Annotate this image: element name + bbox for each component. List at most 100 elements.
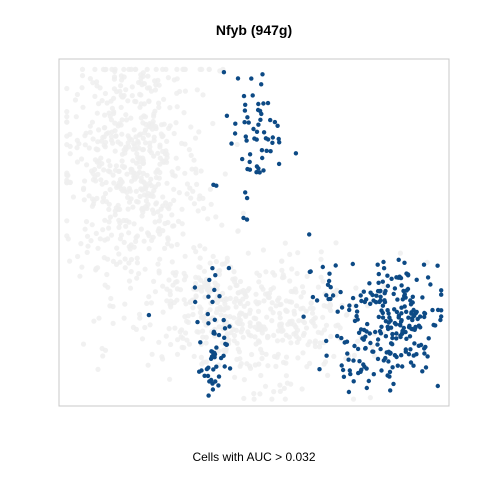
background-cell-point xyxy=(263,269,269,275)
background-cell-point xyxy=(119,117,125,123)
background-cell-point xyxy=(133,134,139,140)
highlighted-cell-point xyxy=(207,277,212,283)
background-cell-point xyxy=(170,172,176,178)
background-cell-point xyxy=(318,249,324,255)
background-cell-point xyxy=(107,214,113,220)
background-cell-point xyxy=(299,284,306,290)
background-cell-point xyxy=(307,305,313,311)
highlighted-cell-point xyxy=(423,365,429,370)
background-cell-point xyxy=(210,253,216,259)
background-cell-point xyxy=(159,133,165,140)
background-cell-point xyxy=(146,246,152,252)
background-cell-point xyxy=(234,340,240,346)
highlighted-cell-point xyxy=(354,303,359,309)
background-cell-point xyxy=(92,66,98,72)
background-cell-point xyxy=(146,98,152,105)
background-cell-point xyxy=(114,89,120,95)
background-cell-point xyxy=(104,100,110,106)
highlighted-cell-point xyxy=(397,274,402,279)
background-cell-point xyxy=(196,275,202,281)
highlighted-cell-point xyxy=(268,117,273,123)
highlighted-cell-point xyxy=(414,277,419,282)
background-cell-point xyxy=(191,201,197,207)
background-cell-point xyxy=(277,315,283,321)
background-cell-point xyxy=(173,269,179,276)
highlighted-cell-point xyxy=(423,344,428,350)
background-cell-point xyxy=(299,386,305,392)
background-cell-point xyxy=(195,208,201,214)
background-cell-point xyxy=(184,318,190,324)
highlighted-cell-point xyxy=(206,321,211,326)
background-cell-point xyxy=(188,152,194,158)
highlighted-cell-point xyxy=(422,351,427,356)
highlighted-cell-point xyxy=(247,167,253,172)
highlighted-cell-point xyxy=(390,342,395,347)
background-cell-point xyxy=(152,219,158,225)
highlighted-cell-point xyxy=(411,353,416,358)
background-cell-point xyxy=(152,87,158,93)
background-cell-point xyxy=(181,297,187,303)
background-cell-point xyxy=(91,318,97,324)
background-cell-point xyxy=(119,163,125,169)
background-cell-point xyxy=(213,259,219,265)
background-cell-point xyxy=(162,220,168,227)
background-cell-point xyxy=(82,178,88,184)
background-cell-point xyxy=(102,144,108,150)
background-cell-point xyxy=(148,150,154,156)
highlighted-cell-point xyxy=(342,340,347,345)
background-cell-point xyxy=(182,66,188,72)
background-cell-point xyxy=(115,139,121,145)
background-cell-point xyxy=(87,76,93,82)
background-cell-point xyxy=(103,139,109,145)
background-cell-point xyxy=(95,265,101,271)
highlighted-cell-point xyxy=(255,107,261,113)
background-cell-point xyxy=(238,310,244,316)
highlighted-cell-point xyxy=(388,388,393,393)
background-cell-point xyxy=(106,206,112,212)
highlighted-cell-point xyxy=(350,295,356,301)
background-cell-point xyxy=(89,203,95,209)
highlighted-cell-point xyxy=(214,364,219,369)
background-cell-point xyxy=(203,334,209,340)
background-cell-point xyxy=(112,120,118,126)
background-cell-point xyxy=(155,150,161,156)
highlighted-cell-point xyxy=(224,113,230,119)
background-cell-point xyxy=(163,333,169,339)
background-cell-point xyxy=(315,284,321,290)
highlighted-cell-point xyxy=(391,381,396,387)
background-cell-point xyxy=(323,322,330,328)
background-cell-point xyxy=(126,199,133,205)
highlighted-cell-point xyxy=(354,313,359,319)
background-cell-point xyxy=(234,141,240,148)
background-cell-point xyxy=(141,81,147,87)
background-cell-point xyxy=(381,283,387,289)
highlighted-cell-point xyxy=(410,327,415,332)
highlighted-cell-point xyxy=(399,318,404,323)
highlighted-cell-point xyxy=(293,151,299,156)
background-cell-point xyxy=(153,125,159,132)
background-cell-point xyxy=(252,334,258,340)
background-cell-point xyxy=(105,236,111,242)
highlighted-cell-point xyxy=(420,295,425,300)
background-cell-point xyxy=(134,233,140,239)
background-cell-point xyxy=(169,212,175,218)
background-cell-point xyxy=(102,282,108,288)
background-cell-point xyxy=(70,194,76,200)
background-cell-point xyxy=(207,186,213,192)
highlighted-cell-point xyxy=(350,261,355,267)
highlighted-cell-point xyxy=(408,347,413,352)
background-cell-point xyxy=(185,313,191,319)
background-cell-point xyxy=(294,303,300,309)
background-cell-point xyxy=(288,340,294,346)
background-cell-point xyxy=(125,140,131,146)
background-cell-point xyxy=(164,298,170,304)
background-cell-point xyxy=(309,310,316,316)
x-axis-label: Cells with AUC > 0.032 xyxy=(192,450,315,464)
highlighted-cell-point xyxy=(356,330,362,335)
background-cell-point xyxy=(169,259,175,265)
highlighted-cell-point xyxy=(361,362,366,367)
background-cell-point xyxy=(191,245,197,251)
highlighted-cell-point xyxy=(426,336,431,341)
background-cell-point xyxy=(102,190,109,197)
background-cell-point xyxy=(344,311,350,318)
